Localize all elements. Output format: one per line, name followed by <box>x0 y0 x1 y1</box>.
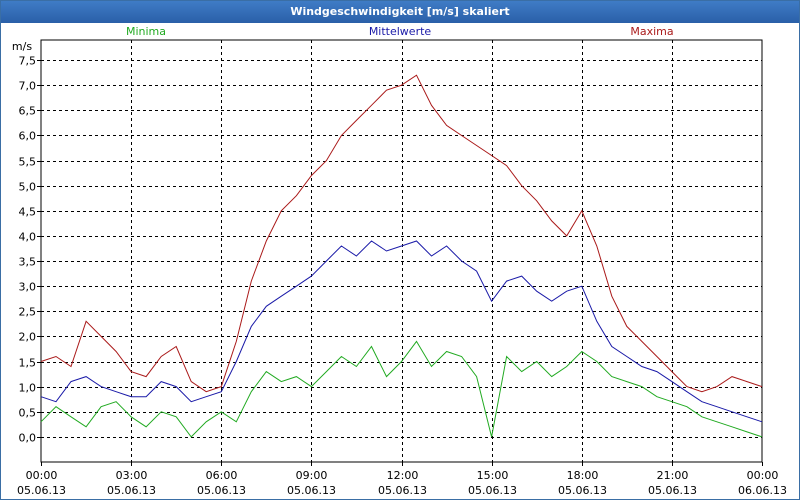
y-tick-label: 0,5 <box>19 407 37 420</box>
series-line-maxima <box>40 74 763 393</box>
x-tick-time: 09:00 <box>296 469 328 482</box>
y-tick-label: 7,0 <box>19 80 37 93</box>
legend-mittelwerte: Mittelwerte <box>369 25 432 38</box>
series-line-mittelwerte <box>40 240 763 423</box>
y-tick-label: 4,5 <box>19 206 37 219</box>
x-tick-time: 18:00 <box>567 469 599 482</box>
x-tick-time: 00:00 <box>747 469 779 482</box>
y-tick-label: 5,0 <box>19 181 37 194</box>
y-tick-label: 6,0 <box>19 130 37 143</box>
y-tick-label: 5,5 <box>19 156 37 169</box>
legend-minima: Minima <box>126 25 166 38</box>
y-tick-label: 3,5 <box>19 256 37 269</box>
x-tick-time: 21:00 <box>657 469 689 482</box>
x-tick-date: 05.06.13 <box>17 484 66 497</box>
x-tick-time: 15:00 <box>477 469 509 482</box>
window-title: Windgeschwindigkeit [m/s] skaliert <box>1 1 799 23</box>
plot-area <box>40 39 763 463</box>
y-tick-label: 6,5 <box>19 105 37 118</box>
y-tick-label: 7,5 <box>19 55 37 68</box>
x-tick-date: 05.06.13 <box>648 484 697 497</box>
y-tick-label: 2,5 <box>19 306 37 319</box>
x-tick-date: 05.06.13 <box>197 484 246 497</box>
y-tick-label: 4,0 <box>19 231 37 244</box>
x-tick-time: 00:00 <box>26 469 58 482</box>
y-tick-label: 1,5 <box>19 357 37 370</box>
x-tick-time: 03:00 <box>116 469 148 482</box>
x-tick-time: 12:00 <box>387 469 419 482</box>
series-line-minima <box>40 340 763 438</box>
y-tick-label: 3,0 <box>19 281 37 294</box>
x-tick-date: 05.06.13 <box>287 484 336 497</box>
y-axis-label: m/s <box>12 40 32 53</box>
x-tick-date: 05.06.13 <box>558 484 607 497</box>
x-tick-date: 05.06.13 <box>107 484 156 497</box>
x-tick-date: 05.06.13 <box>468 484 517 497</box>
y-tick-label: 1,0 <box>19 382 37 395</box>
y-tick-label: 0,0 <box>19 432 37 445</box>
x-tick-date: 06.06.13 <box>738 484 787 497</box>
legend-maxima: Maxima <box>630 25 673 38</box>
x-tick-time: 06:00 <box>206 469 238 482</box>
y-tick-label: 2,0 <box>19 331 37 344</box>
x-tick-date: 05.06.13 <box>378 484 427 497</box>
